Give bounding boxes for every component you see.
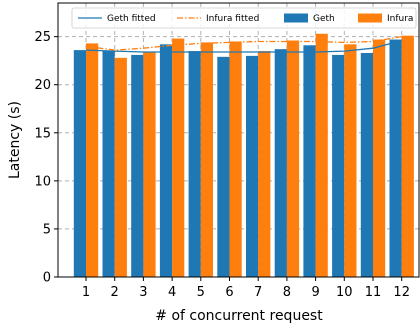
x-tick-label: 7	[254, 285, 262, 300]
x-tick-label: 2	[111, 285, 119, 300]
y-tick-label: 10	[34, 174, 51, 189]
x-tick-label: 1	[82, 285, 90, 300]
y-tick-label: 5	[43, 222, 51, 237]
line-geth-fitted	[85, 39, 402, 53]
bar-infura	[86, 43, 99, 277]
bar-infura	[344, 44, 357, 278]
fitted-lines	[85, 35, 402, 53]
bar-geth	[217, 56, 230, 278]
x-tick-label: 6	[225, 285, 233, 300]
bar-geth	[102, 51, 115, 277]
legend-swatch-geth	[284, 13, 308, 23]
x-tick-label: 5	[197, 285, 205, 300]
bar-geth	[159, 44, 173, 278]
x-axis-title: # of concurrent request	[155, 308, 323, 324]
x-tick-label: 9	[311, 285, 319, 300]
bar-geth	[131, 54, 144, 278]
legend-swatch-infura	[358, 13, 382, 23]
y-tick-label: 0	[43, 271, 51, 286]
legend-label-geth-fitted: Geth fitted	[107, 14, 156, 24]
x-tick-label: 10	[336, 285, 353, 300]
bar-infura	[172, 38, 185, 277]
bars	[73, 33, 414, 278]
bar-geth	[303, 45, 316, 277]
bar-geth	[389, 39, 402, 278]
bar-geth	[246, 55, 259, 277]
bar-infura	[143, 52, 156, 277]
y-axis-title: Latency (s)	[7, 101, 23, 179]
y-tick-label: 20	[34, 78, 51, 93]
bar-infura	[315, 33, 328, 278]
legend-label-infura-fitted: Infura fitted	[206, 14, 259, 24]
y-axis-ticks: 0 5 10 15 20 25	[34, 30, 58, 286]
bar-geth	[188, 51, 201, 277]
bar-geth	[360, 52, 373, 277]
legend-label-infura: Infura	[387, 14, 413, 24]
x-tick-label: 4	[168, 285, 176, 300]
bar-geth	[274, 49, 287, 277]
bar-geth	[73, 50, 86, 278]
plot-frame	[57, 2, 420, 278]
x-tick-label: 12	[393, 285, 410, 300]
legend: Geth fitted Infura fitted Geth Infura	[71, 7, 417, 29]
legend-box	[71, 7, 417, 29]
bar-infura	[373, 39, 386, 278]
x-axis-ticks: 1 2 3 4 5 6 7 8 9 10 11 12	[82, 277, 410, 300]
bar-infura	[401, 35, 414, 278]
y-tick-label: 25	[34, 30, 51, 45]
x-tick-label: 3	[139, 285, 147, 300]
bar-infura	[258, 51, 271, 277]
x-tick-label: 11	[365, 285, 382, 300]
bar-geth	[332, 54, 345, 278]
x-tick-label: 8	[283, 285, 291, 300]
bar-infura	[200, 42, 213, 278]
bar-infura	[286, 40, 300, 277]
line-infura-fitted	[85, 35, 402, 51]
y-tick-label: 15	[34, 126, 51, 141]
legend-label-geth: Geth	[313, 14, 335, 24]
bar-infura	[229, 41, 242, 277]
bar-infura	[114, 57, 127, 277]
